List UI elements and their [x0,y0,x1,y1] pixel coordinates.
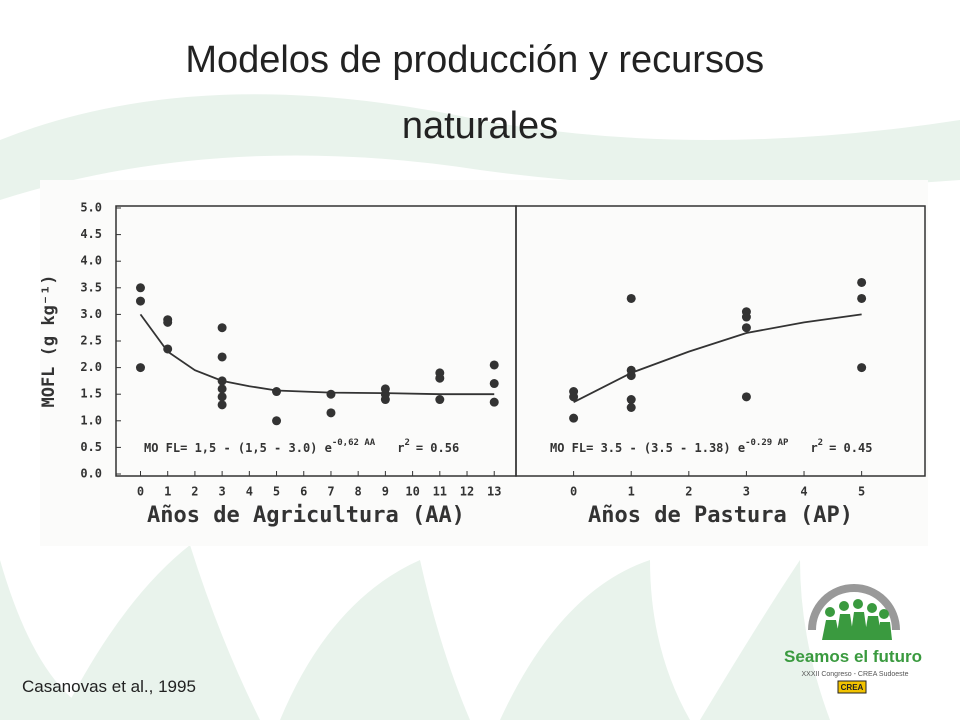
data-point [741,392,751,402]
logo-subtitle: XXXII Congreso - CREA Sudoeste [802,671,909,678]
data-point [217,400,227,410]
slide-title-line: naturales [402,105,558,147]
y-tick-label: 4.0 [80,254,102,268]
y-tick-label: 2.0 [80,360,102,374]
x-tick-label: 11 [433,485,447,499]
x-tick-label: 0 [570,485,577,499]
x-tick-label: 3 [743,485,750,499]
y-tick-label: 5.0 [80,201,102,215]
data-point [741,312,751,322]
logo-arc [808,584,900,631]
data-point [217,323,227,333]
data-point [569,392,579,402]
data-point [217,384,227,394]
logo-name: Seamos el futuro [784,647,922,666]
data-point [435,395,445,405]
logo-people [822,599,892,640]
x-tick-label: 3 [219,485,226,499]
plot-frame [515,205,926,477]
chart-image-background [40,180,928,546]
data-point [135,363,145,373]
y-axis-label: MOFL (g kg⁻¹) [39,274,59,407]
y-tick-label: 1.5 [80,387,102,401]
equation-r: r [397,441,404,455]
x-tick-label: 7 [327,485,334,499]
x-tick-label: 2 [685,485,692,499]
data-point [217,392,227,402]
logo-badge: CREA [841,683,864,692]
data-point [435,373,445,383]
x-tick-label: 12 [460,485,474,499]
data-point [489,397,499,407]
x-tick-label: 13 [487,485,501,499]
x-axis-label: Años de Agricultura (AA) [147,503,465,528]
x-tick-label: 4 [800,485,807,499]
y-tick-label: 4.5 [80,227,102,241]
fit-curve [139,313,495,396]
y-tick-label: 2.5 [80,334,102,348]
y-tick-label: 0.0 [80,467,102,481]
equation-text: MO FL= 3.5 - (3.5 - 1.38) e [550,441,745,455]
data-point [326,408,336,418]
background-decoration [0,94,960,720]
data-point [741,323,751,333]
data-point [489,379,499,389]
y-tick-label: 3.0 [80,307,102,321]
logo-badge-box [837,680,867,694]
data-point [626,403,636,412]
x-tick-label: 2 [191,485,198,499]
data-point [326,389,336,399]
x-tick-label: 0 [137,485,144,499]
slide-title: Modelos de producción y recursos natural… [185,39,774,147]
equation-exponent: -0.29 AP [745,438,789,448]
x-tick-label: 5 [858,485,865,499]
equation-r-value: = 0.45 [829,441,872,455]
equation-r: r [810,441,817,455]
logo: Seamos el futuro XXXII Congreso - CREA S… [784,584,922,694]
data-point [163,344,173,354]
data-point [272,416,282,426]
fit-curve [573,313,862,403]
data-point [217,352,227,362]
data-point [626,293,636,303]
data-point [163,317,173,327]
data-point [272,387,282,397]
y-tick-label: 0.5 [80,440,102,454]
x-tick-label: 10 [405,485,419,499]
x-tick-label: 5 [273,485,280,499]
data-point [489,360,499,370]
equation-text: MO FL= 1,5 - (1,5 - 3.0) e [144,441,332,455]
data-point [857,277,867,287]
equation: MO FL= 1,5 - (1,5 - 3.0) e-0,62 AA r2 = 0.… [144,438,459,455]
data-point [626,395,636,405]
equation-exponent: -0,62 AA [332,438,376,448]
x-tick-label: 6 [300,485,307,499]
data-point [569,413,579,423]
data-point [135,296,145,306]
slide-title-line: Modelos de producción y recursos [185,39,764,81]
x-tick-label: 9 [382,485,389,499]
equation: MO FL= 3.5 - (3.5 - 1.38) e-0.29 AP r2 = 0… [550,438,872,455]
data-point [857,363,867,373]
citation: Casanovas et al., 1995 [22,677,196,696]
data-point [857,293,867,303]
x-tick-label: 1 [628,485,635,499]
y-tick-label: 1.0 [80,413,102,427]
x-axis-label: Años de Pastura (AP) [588,503,853,528]
data-point [380,395,390,405]
x-tick-label: 1 [164,485,171,499]
data-point [135,283,145,293]
equation-r-value: = 0.56 [416,441,459,455]
equation-r-exponent: 2 [818,438,823,448]
x-tick-label: 4 [246,485,253,499]
x-tick-label: 8 [355,485,362,499]
equation-r-exponent: 2 [404,438,409,448]
y-tick-label: 3.5 [80,280,102,294]
